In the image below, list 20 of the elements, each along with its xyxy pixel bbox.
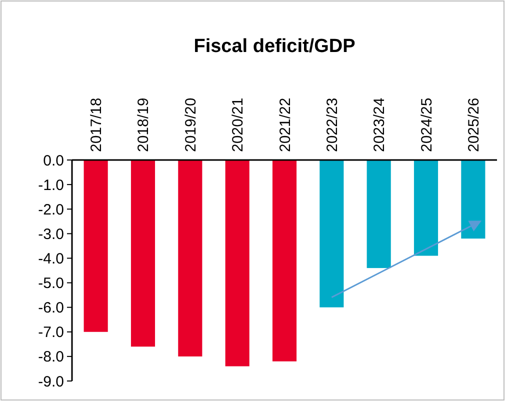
x-tick-label: 2025/26: [465, 98, 482, 152]
x-tick-label: 2017/18: [88, 98, 106, 152]
x-tick-label: 2022/23: [324, 98, 341, 152]
y-tick-label: -9.0: [38, 373, 64, 390]
y-tick-label: -7.0: [38, 324, 64, 342]
x-tick-label: 2021/22: [276, 98, 294, 152]
chart-title: Fiscal deficit/GDP: [194, 36, 356, 57]
y-tick-label: -3.0: [38, 226, 64, 243]
y-tick-label: -4.0: [38, 250, 64, 268]
y-tick-label: -2.0: [38, 201, 64, 218]
x-tick-label: 2019/20: [182, 98, 200, 152]
x-tick-label: 2023/24: [371, 98, 388, 152]
y-tick-label: -1.0: [38, 176, 64, 194]
y-tick-label: -8.0: [38, 348, 64, 366]
x-tick-label: 2020/21: [230, 98, 247, 152]
x-tick-label: 2024/25: [418, 98, 436, 152]
y-tick-label: -5.0: [38, 275, 64, 292]
y-tick-label: -6.0: [38, 300, 64, 317]
y-tick-label: 0.0: [43, 152, 64, 170]
x-tick-label: 2018/19: [135, 98, 152, 152]
